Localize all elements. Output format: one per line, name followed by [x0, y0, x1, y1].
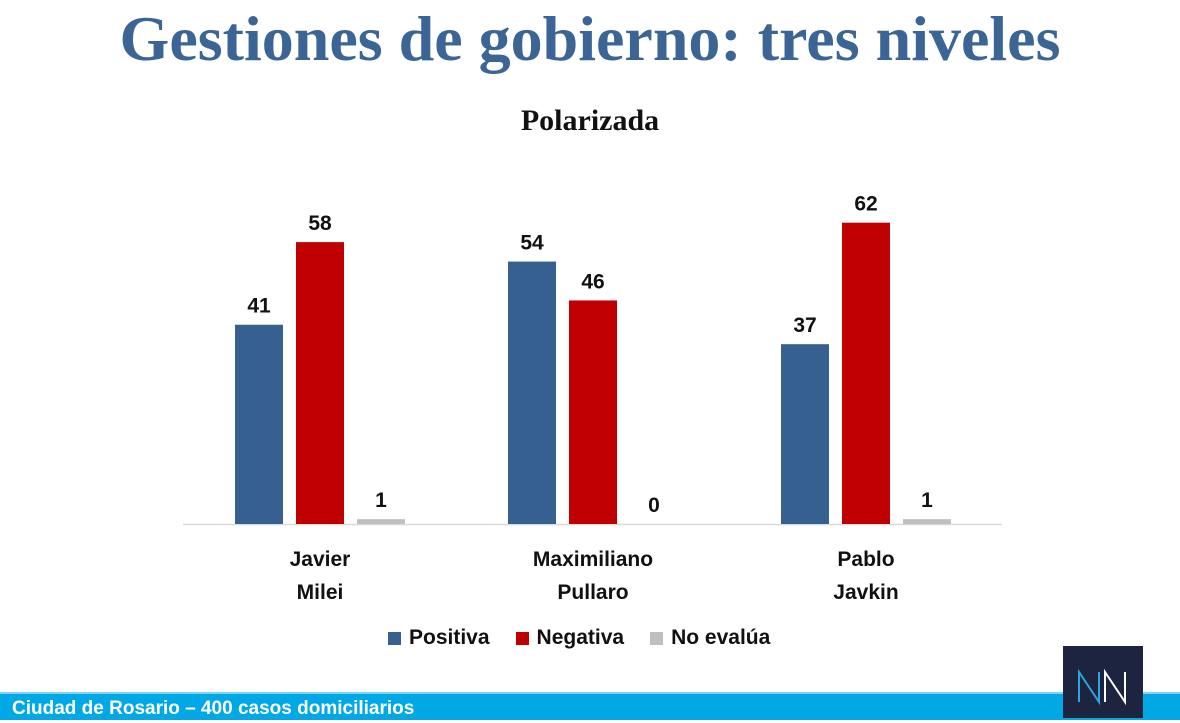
bar-positiva — [781, 344, 829, 524]
data-label: 62 — [854, 193, 877, 216]
legend-swatch — [515, 631, 529, 645]
data-label: 54 — [520, 232, 544, 255]
data-label: 1 — [921, 489, 933, 512]
bar-no-evalúa — [357, 519, 405, 524]
legend: Positiva Negativa No evalúa — [388, 626, 770, 650]
page-title: Gestiones de gobierno: tres niveles — [119, 3, 1061, 74]
category-label: Javkin — [833, 581, 898, 604]
chart-title: Polarizada — [520, 104, 660, 137]
bar-negativa — [842, 222, 890, 524]
legend-label: Negativa — [536, 626, 625, 649]
bar-no-evalúa — [903, 519, 951, 524]
logo — [1063, 646, 1143, 718]
category-label: Pullaro — [557, 581, 628, 604]
data-label: 58 — [308, 212, 332, 235]
legend-item-positiva: Positiva — [388, 626, 490, 650]
bar-chart: 41 58 1 Javier Milei 54 46 0 Maximiliano Pullaro 3… — [183, 193, 1002, 604]
data-label: 1 — [375, 489, 387, 512]
legend-swatch — [388, 631, 401, 645]
bar-negativa — [569, 300, 617, 524]
legend-item-no-evalua: No evalúa — [650, 626, 770, 650]
bar-negativa — [296, 242, 344, 524]
data-label: 0 — [648, 494, 660, 517]
bar-positiva — [508, 261, 556, 524]
category-label: Maximiliano — [533, 548, 653, 571]
legend-label: Positiva — [409, 626, 490, 649]
legend-swatch — [650, 631, 664, 645]
nn-logo-icon — [1078, 668, 1126, 706]
category-label: Milei — [297, 581, 344, 604]
legend-label: No evalúa — [671, 626, 771, 649]
data-label: 37 — [793, 314, 816, 337]
footer-text: Ciudad de Rosario – 400 casos domiciliar… — [12, 698, 415, 719]
category-label: Javier — [290, 548, 351, 571]
bar-positiva — [235, 324, 283, 524]
category-label: Pablo — [837, 548, 894, 571]
data-label: 46 — [581, 270, 604, 293]
footer-band — [0, 692, 1180, 720]
data-label: 41 — [247, 295, 271, 318]
legend-item-negativa: Negativa — [515, 626, 625, 650]
